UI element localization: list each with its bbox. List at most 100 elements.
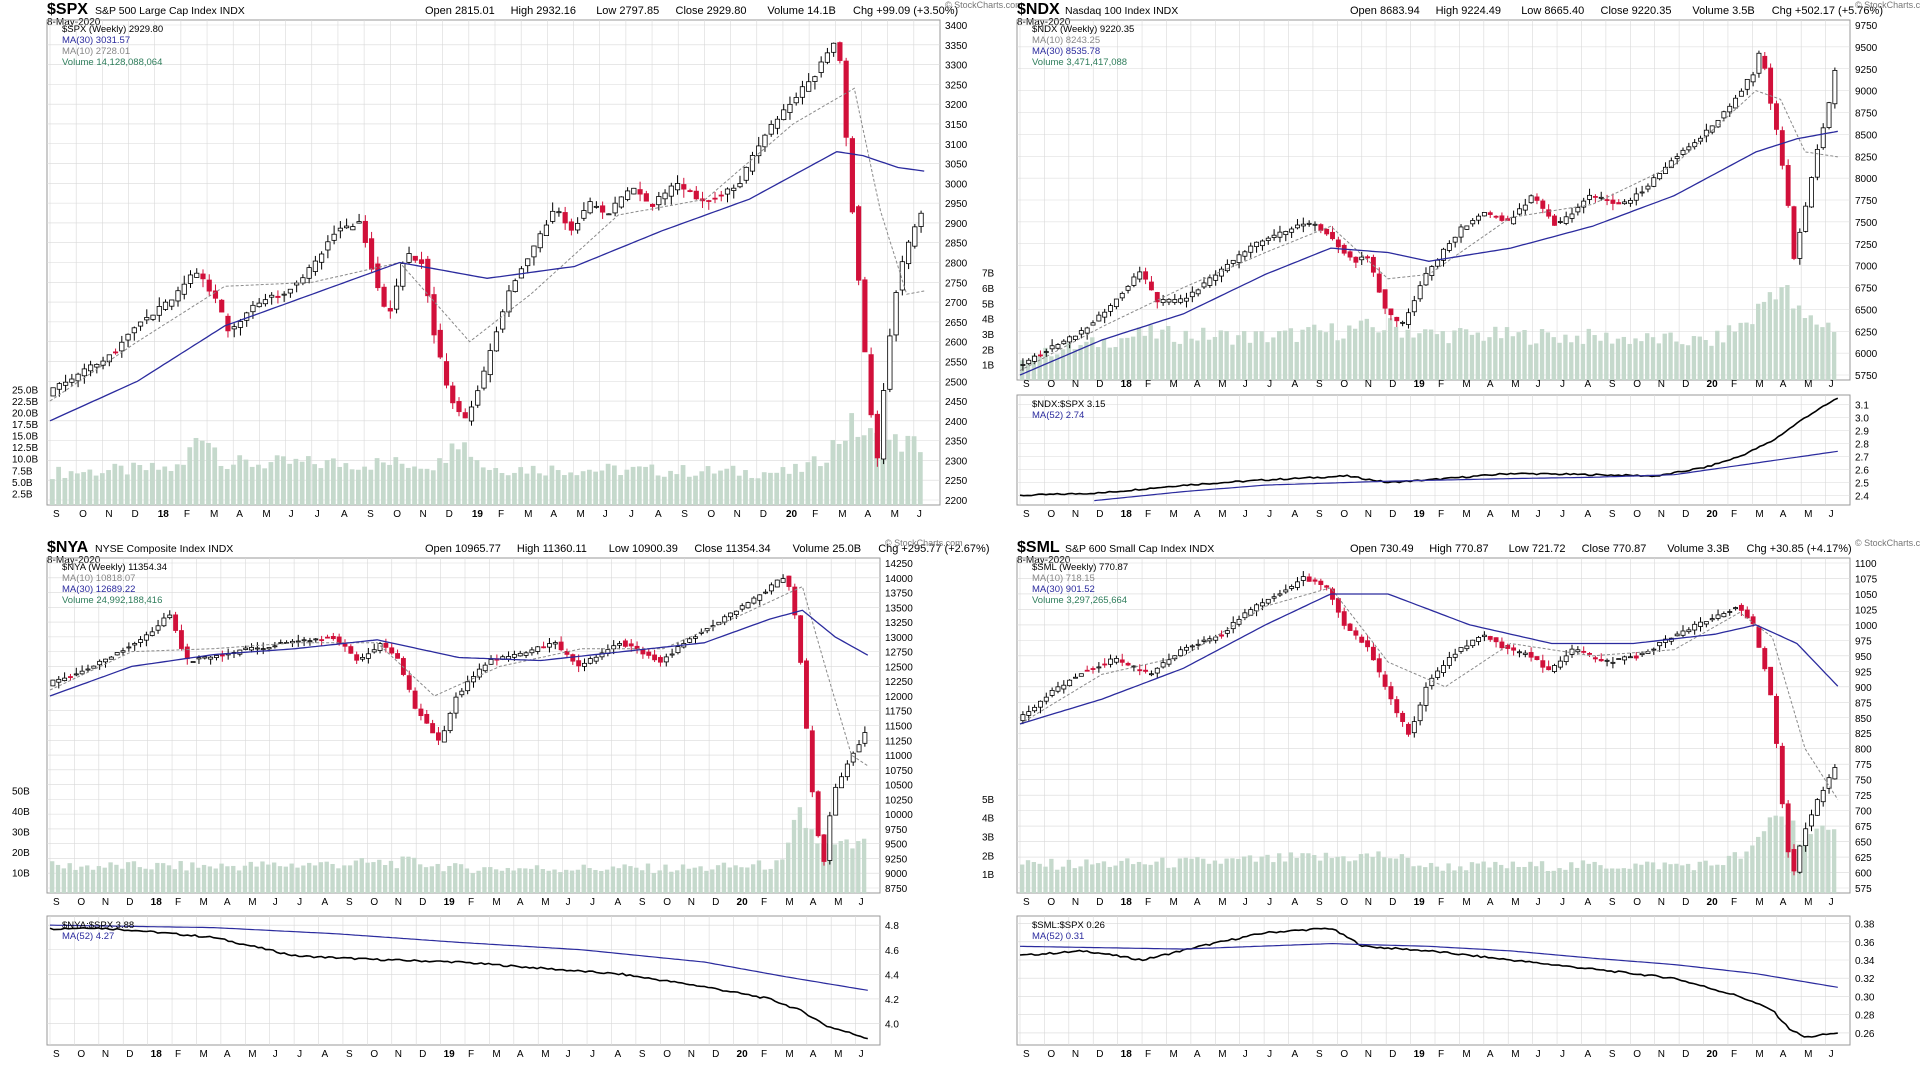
volume-tick-label: 50B [12,786,30,797]
volume-bar [470,873,475,893]
x-tick-label: N [102,1049,109,1060]
volume-bar [249,466,255,505]
x-tick-label: J [1243,379,1248,390]
x-tick-label: A [1584,897,1591,908]
candle-up [103,658,108,663]
candle-up [169,299,175,307]
volume-bar [733,865,738,893]
candle-up [194,272,200,278]
price-tick-label: 14250 [885,559,913,570]
volume-bar [750,864,756,893]
candle-up [187,274,194,284]
candle-down [821,834,827,862]
candle-down [418,259,425,264]
price-tick-label: 700 [1855,807,1872,818]
candle-up [1680,630,1686,636]
volume-bar [412,466,417,505]
candle-down [637,189,643,195]
x-tick-label: S [1023,379,1030,390]
volume-bar [1142,335,1148,380]
ratio-line [1019,927,1838,1038]
candle-up [1172,299,1178,303]
volume-bar [368,469,374,505]
volume-bar [593,471,598,505]
volume-bar [435,863,440,893]
candle-up [1738,90,1744,97]
x-tick-label: A [1194,897,1201,908]
volume-tick-label: 3B [982,833,995,844]
volume-bar [1720,865,1726,893]
candle-up [1184,297,1189,302]
candle-down [275,295,281,298]
volume-bar [1580,343,1586,380]
candle-up [312,260,318,272]
volume-bar [231,464,236,505]
candle-up [818,61,824,73]
candle-up [231,326,237,330]
volume-bar [1072,349,1077,380]
candle-up [1213,636,1219,641]
x-tick-label: F [1731,1049,1737,1060]
candle-up [1458,226,1464,238]
candle-down [68,676,73,678]
ratio-tick-label: 0.26 [1855,1029,1875,1040]
ratio-frame [46,915,881,1046]
candle-up [1026,359,1032,365]
candle-up [471,676,476,683]
volume-bar [1592,861,1597,893]
price-tick-label: 13750 [885,589,913,600]
candle-up [1733,97,1739,109]
volume-bar [1072,868,1077,893]
candle-up [631,187,637,195]
price-tick-label: 2800 [945,259,968,270]
volume-bar [1090,864,1095,893]
volume-bar [1364,318,1369,380]
candle-up [1826,102,1832,128]
volume-bar [809,829,814,893]
x-tick-label: M [248,897,256,908]
x-tick-label: J [273,1049,278,1060]
candle-up [599,652,605,658]
volume-bar [1271,862,1276,893]
candle-up [525,258,531,267]
volume-bar [540,869,546,893]
candle-up [1516,208,1522,215]
candle-up [1464,645,1470,650]
x-tick-label: M [1804,1049,1812,1060]
volume-bar [1656,869,1662,893]
volume-tick-label: 5.0B [12,478,33,489]
candle-up [1224,263,1230,272]
candle-up [1417,704,1423,722]
x-tick-label: O [1047,379,1055,390]
volume-bar [1761,301,1767,380]
candle-up [1166,298,1172,303]
candle-up [1557,660,1563,668]
volume-bar [1826,829,1831,893]
candle-down [1318,580,1324,585]
x-tick-label: F [175,897,181,908]
legend-entry: MA(10) 718.15 [1032,573,1095,584]
x-tick-label: N [105,509,112,520]
volume-bar [611,465,617,505]
candle-up [1061,684,1067,690]
volume-bar [1814,324,1819,380]
volume-bar [1352,860,1358,893]
chart-date: 8-May-2020 [1017,555,1071,566]
panel-nya: $NYA NYSE Composite Index INDX8-May-2020O… [12,538,990,1060]
candle-up [1423,272,1429,286]
volume-bar [1405,857,1410,893]
candle-up [1435,259,1441,267]
volume-bar [1785,285,1790,380]
price-tick-label: 925 [1855,667,1872,678]
volume-bar [1808,315,1813,380]
volume-bar [1189,338,1194,380]
volume-tick-label: 40B [12,807,30,818]
volume-bar [156,469,161,505]
candle-up [1703,129,1709,137]
chart-date: 8-May-2020 [47,555,101,566]
volume-bar [1230,858,1235,893]
volume-bar [1557,868,1562,893]
ratio-line [1019,397,1839,497]
x-tick-label: 20 [1707,1049,1719,1060]
x-tick-label: N [1658,897,1665,908]
